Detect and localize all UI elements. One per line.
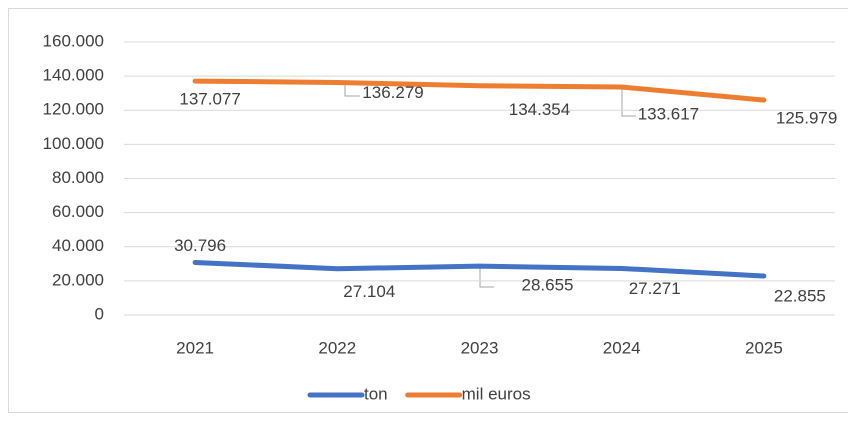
y-tick-label: 20.000 xyxy=(52,270,104,289)
x-tick-label: 2025 xyxy=(745,338,783,357)
leader-line xyxy=(479,267,494,288)
data-label: 137.077 xyxy=(179,90,240,109)
y-tick-label: 140.000 xyxy=(43,66,104,85)
x-tick-label: 2023 xyxy=(461,338,499,357)
leader-line xyxy=(344,84,360,97)
data-label: 125.979 xyxy=(776,109,837,128)
y-tick-label: 80.000 xyxy=(52,168,104,187)
legend-label: ton xyxy=(364,384,388,403)
data-label: 30.796 xyxy=(174,236,226,255)
y-tick-label: 100.000 xyxy=(43,134,104,153)
x-tick-label: 2021 xyxy=(176,338,214,357)
y-tick-label: 60.000 xyxy=(52,202,104,221)
data-label: 27.271 xyxy=(629,279,681,298)
series-line xyxy=(192,78,767,103)
data-label: 27.104 xyxy=(343,282,395,301)
leader-line xyxy=(621,88,636,117)
y-tick-label: 0 xyxy=(95,304,104,323)
series-line xyxy=(192,259,767,279)
x-tick-label: 2022 xyxy=(318,338,356,357)
data-label: 136.279 xyxy=(362,83,423,102)
y-tick-label: 120.000 xyxy=(43,100,104,119)
legend-label: mil euros xyxy=(462,384,531,403)
x-tick-label: 2024 xyxy=(603,338,641,357)
data-label: 28.655 xyxy=(522,276,574,295)
data-label: 22.855 xyxy=(774,286,826,305)
y-tick-label: 160.000 xyxy=(43,31,104,50)
data-label: 133.617 xyxy=(638,105,699,124)
chart-border xyxy=(8,8,848,413)
data-label: 134.354 xyxy=(509,100,570,119)
y-tick-label: 40.000 xyxy=(52,236,104,255)
